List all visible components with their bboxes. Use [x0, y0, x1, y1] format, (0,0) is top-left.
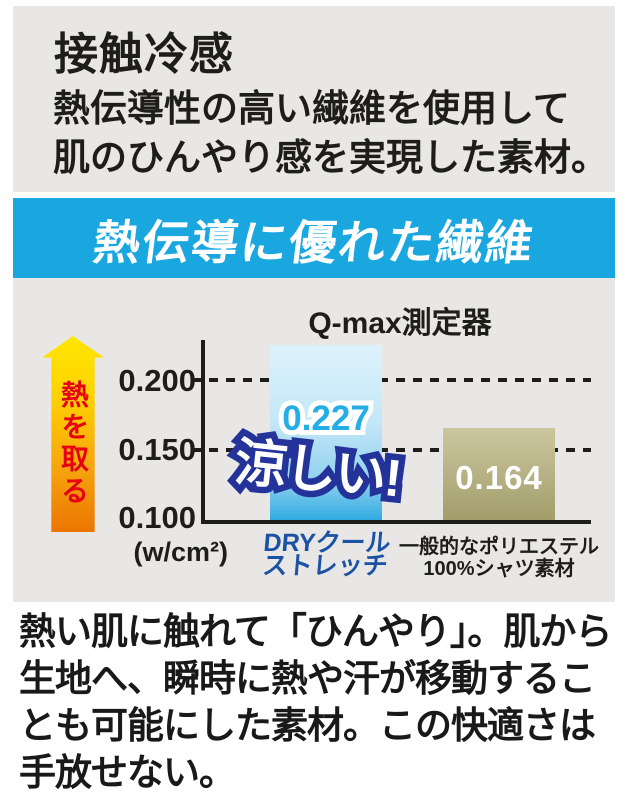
y-axis-tick-0150: 0.150 — [118, 432, 196, 467]
heat-arrow-label: 熱を取る — [58, 380, 89, 508]
headline-banner: 熱伝導に優れた繊維 — [13, 198, 615, 278]
bar-value-polyester: 0.164 — [455, 459, 543, 496]
header-subtitle-line-2: 肌のひんやり感を実現した素材。 — [53, 137, 608, 178]
gridline-0200 — [209, 378, 591, 382]
footer-line-4: 手放せない。 — [19, 752, 236, 793]
footer-line-2: 生地へ、瞬時に熱や汗が移動するこ — [19, 658, 596, 699]
footer-paragraph: 熱い肌に触れて「ひんやり」。肌から 生地へ、瞬時に熱や汗が移動するこ とも可能に… — [19, 608, 625, 796]
y-axis-tick-0100: 0.100 — [118, 500, 196, 535]
headline-banner-label: 熱伝導に優れた繊維 — [89, 215, 538, 269]
bar-label-polyester: 一般的なポリエステル 100%シャツ素材 — [389, 536, 609, 580]
y-axis-tick-mark — [192, 378, 201, 382]
bar-label-line: 一般的なポリエステル — [399, 536, 599, 558]
footer-line-1: 熱い肌に触れて「ひんやり」。肌から — [19, 611, 612, 652]
y-axis-tick-0200: 0.200 — [118, 363, 196, 398]
bar-label-line: 100%シャツ素材 — [423, 558, 575, 580]
y-axis-unit-label: (w/cm²) — [133, 537, 229, 567]
y-axis-line — [201, 340, 205, 524]
header-panel: 接触冷感 熱伝導性の高い繊維を使用して 肌のひんやり感を実現した素材。 — [13, 6, 615, 192]
header-subtitle-line-1: 熱伝導性の高い繊維を使用して — [53, 88, 570, 129]
footer-line-3: とも可能にした素材。この快適さは — [19, 705, 596, 746]
qmax-chart-panel: Q-max測定器 熱を取る 0.200 0.150 0.100 (w/cm²) … — [13, 278, 615, 602]
page-title: 接触冷感 — [54, 30, 234, 79]
x-axis-line — [201, 520, 591, 524]
heat-direction-arrow-icon — [42, 336, 104, 532]
bar-polyester — [443, 428, 555, 520]
chart-title: Q-max測定器 — [308, 307, 492, 340]
y-axis-tick-mark — [192, 448, 201, 452]
